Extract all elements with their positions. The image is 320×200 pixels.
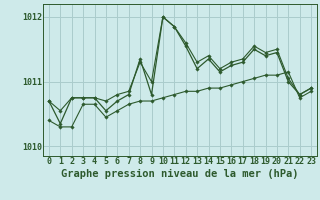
- X-axis label: Graphe pression niveau de la mer (hPa): Graphe pression niveau de la mer (hPa): [61, 169, 299, 179]
